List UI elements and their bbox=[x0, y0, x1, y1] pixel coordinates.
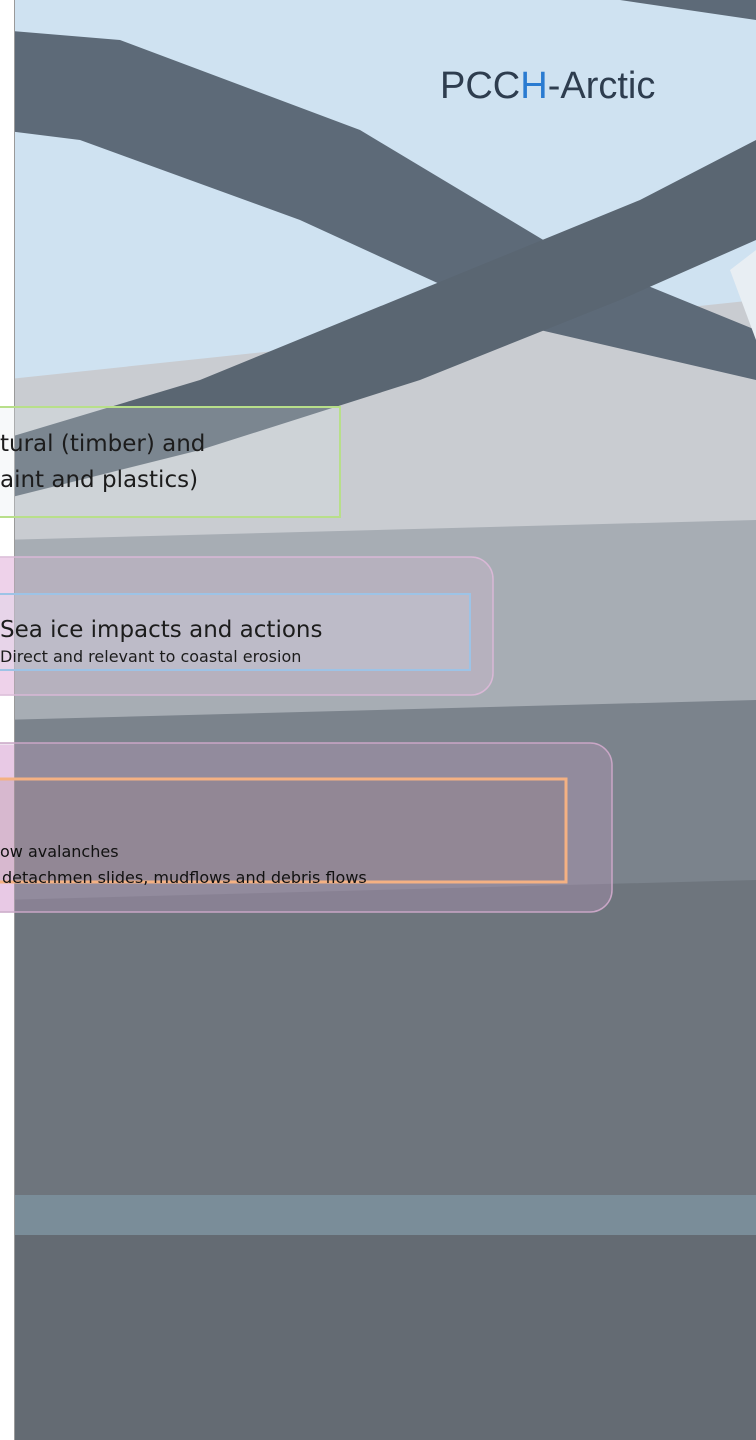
box-text: Sea ice impacts and actions bbox=[0, 617, 322, 643]
side-tab bbox=[0, 558, 14, 694]
group-box bbox=[0, 742, 613, 913]
box-text: detachmen slides, mudflows and debris fl… bbox=[2, 868, 367, 887]
beam bbox=[620, 0, 756, 20]
box-text: aint and plastics) bbox=[0, 467, 198, 493]
box-text: ow avalanches bbox=[0, 842, 119, 861]
box bbox=[0, 593, 471, 671]
side-tab bbox=[0, 745, 14, 911]
title-part: -Arctic bbox=[548, 65, 656, 107]
title-part: PCC bbox=[440, 65, 520, 107]
side-strip bbox=[0, 0, 14, 1440]
group-box bbox=[0, 556, 494, 696]
shore bbox=[0, 520, 756, 760]
box-text: Direct and relevant to coastal erosion bbox=[0, 647, 301, 666]
title: PCCH-Arctic bbox=[440, 65, 655, 107]
box bbox=[0, 777, 568, 884]
box bbox=[0, 406, 341, 518]
water-band bbox=[0, 1195, 756, 1235]
box-text: tural (timber) and bbox=[0, 431, 205, 457]
highlight bbox=[730, 250, 756, 340]
terrain-dark bbox=[0, 880, 756, 1200]
beam bbox=[0, 140, 756, 500]
title-part: H bbox=[520, 65, 547, 107]
